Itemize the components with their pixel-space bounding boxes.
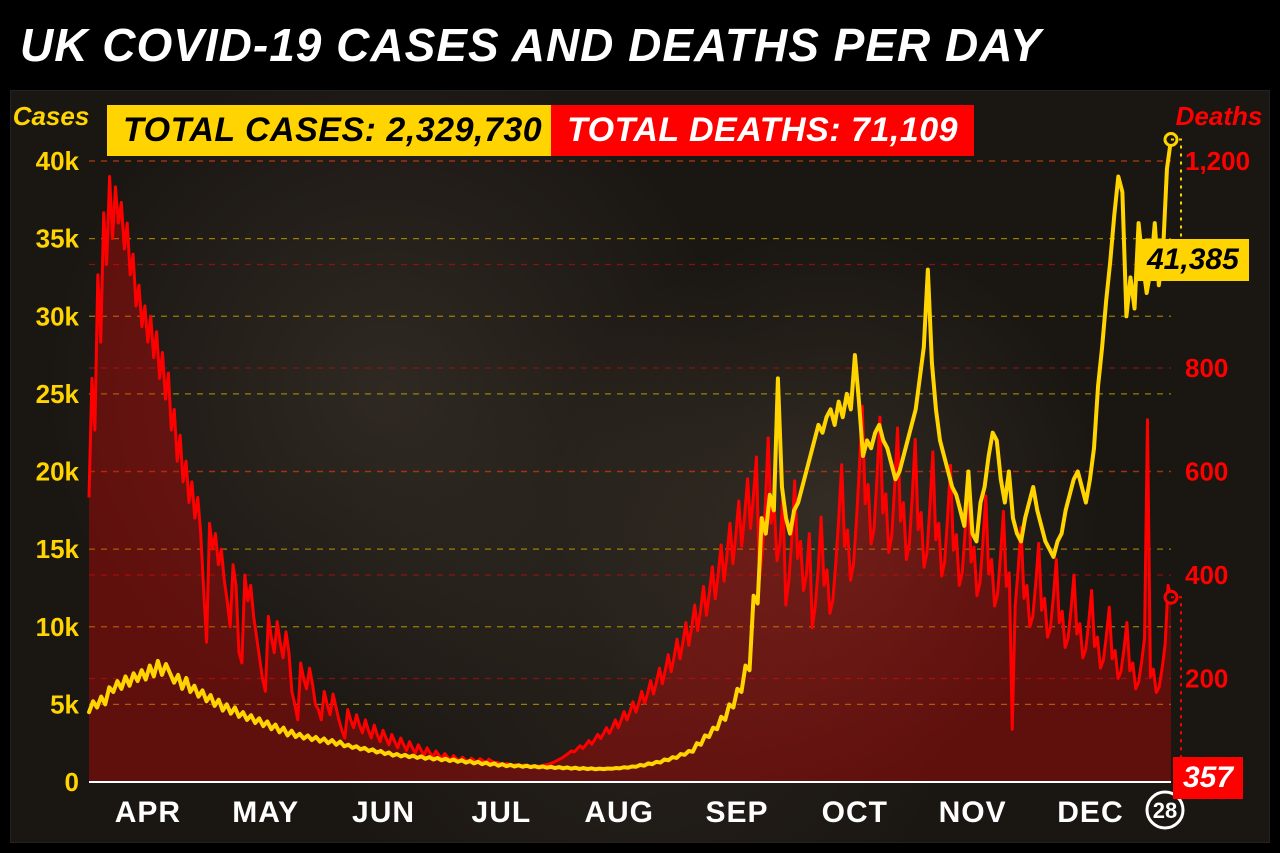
svg-text:OCT: OCT [822,796,888,829]
total-deaths-badge: TOTAL DEATHS: 71,109 [551,105,974,156]
svg-text:30k: 30k [36,301,80,331]
svg-text:400: 400 [1185,560,1228,590]
latest-cases-value: 41,385 [1147,243,1239,276]
svg-text:DEC: DEC [1057,796,1123,829]
svg-text:600: 600 [1185,457,1228,487]
svg-text:1,200: 1,200 [1185,146,1250,176]
svg-text:MAY: MAY [232,796,299,829]
svg-text:AUG: AUG [584,796,654,829]
svg-text:5k: 5k [50,689,79,719]
page-title: UK COVID-19 CASES AND DEATHS PER DAY [20,18,1042,72]
svg-text:NOV: NOV [939,796,1007,829]
svg-text:Deaths: Deaths [1176,101,1263,131]
latest-cases-badge: 41,385 [1137,239,1249,281]
latest-deaths-badge: 357 [1173,757,1243,799]
chart-svg: APR MAY JUN JUL AUG SEP OCT NOV DEC 28 Cases 0 5k 10k… [11,91,1269,842]
svg-text:0: 0 [65,767,79,797]
svg-text:10k: 10k [36,612,80,642]
total-cases-label: TOTAL CASES: 2,329,730 [123,111,542,149]
svg-text:28: 28 [1153,798,1177,823]
svg-text:JUL: JUL [472,796,532,829]
chart-area: TOTAL CASES: 2,329,730 TOTAL DEATHS: 71,… [10,90,1270,843]
svg-text:25k: 25k [36,379,80,409]
svg-text:15k: 15k [36,534,80,564]
svg-text:35k: 35k [36,224,80,254]
svg-text:Cases: Cases [13,101,90,131]
svg-text:200: 200 [1185,664,1228,694]
total-cases-badge: TOTAL CASES: 2,329,730 [107,105,558,156]
latest-deaths-value: 357 [1183,761,1233,794]
svg-text:40k: 40k [36,146,80,176]
svg-text:800: 800 [1185,353,1228,383]
svg-text:APR: APR [115,796,181,829]
svg-text:JUN: JUN [352,796,415,829]
svg-text:20k: 20k [36,457,80,487]
svg-text:SEP: SEP [705,796,768,829]
total-deaths-label: TOTAL DEATHS: 71,109 [567,111,958,149]
